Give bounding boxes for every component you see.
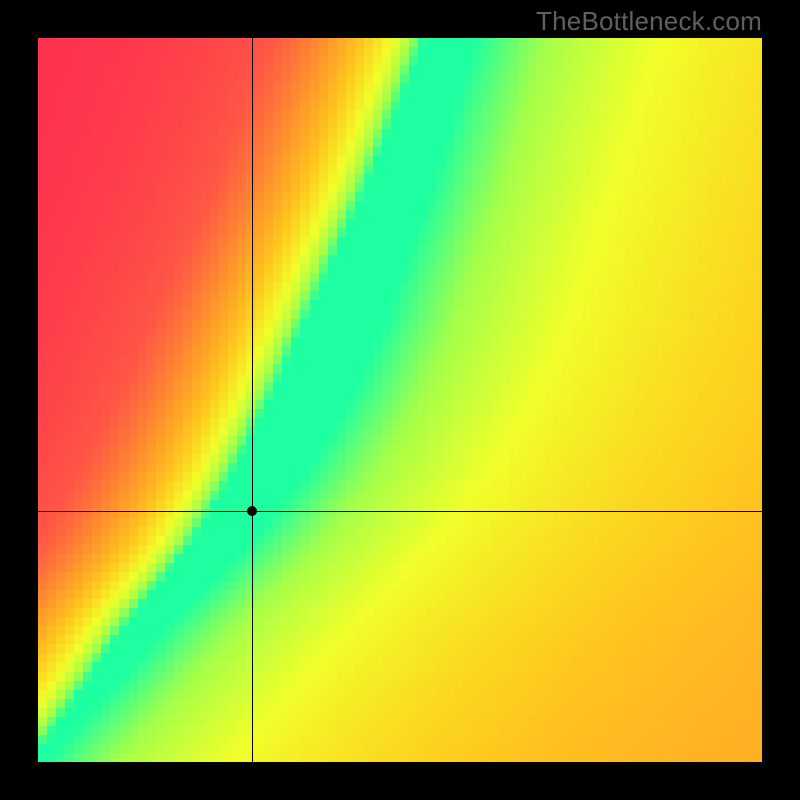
watermark-text: TheBottleneck.com (536, 6, 762, 37)
heatmap-plot (38, 38, 762, 762)
frame: TheBottleneck.com (0, 0, 800, 800)
heatmap-canvas (38, 38, 762, 762)
